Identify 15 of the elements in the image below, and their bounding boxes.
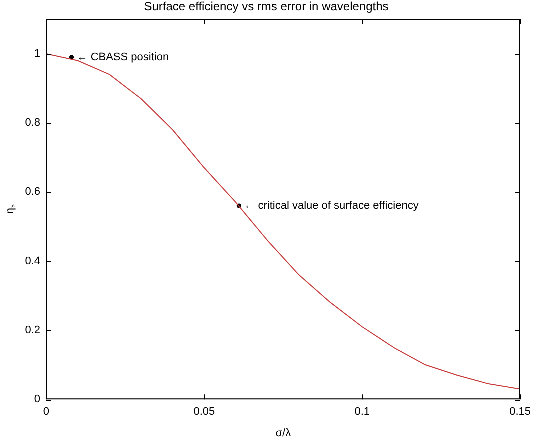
- y-axis-title: ηₛ: [4, 204, 17, 214]
- annotation: ← CBASS position: [76, 51, 170, 64]
- x-axis-title: σ/λ: [276, 427, 292, 440]
- y-tick-label: 0.2: [25, 324, 40, 337]
- x-tick-label: 0.05: [194, 406, 216, 418]
- y-tick-label: 0.4: [25, 255, 40, 268]
- y-tick-label: 0.6: [25, 186, 40, 198]
- x-tick-label: 0.1: [354, 406, 370, 418]
- y-tick-label: 0.8: [25, 117, 40, 130]
- chart-title: Surface efficiency vs rms error in wavelengths: [144, 0, 389, 14]
- annotation: ← critical value of surface efficiency: [244, 200, 420, 212]
- x-tick-label: 0: [43, 406, 50, 418]
- y-tick-label: 1: [34, 48, 40, 60]
- y-tick-label: 0: [34, 394, 40, 406]
- x-tick-label: 0.15: [510, 406, 532, 418]
